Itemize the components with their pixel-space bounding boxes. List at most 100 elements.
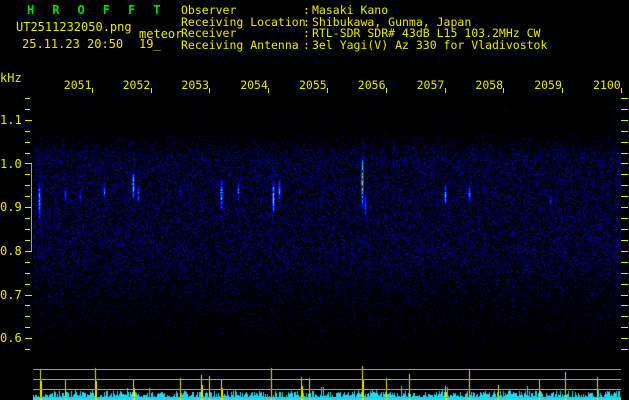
y-axis-minor-tick: [25, 185, 30, 186]
x-axis-tick-mark: [385, 88, 387, 93]
x-axis-tick-label: 2100: [593, 78, 621, 92]
y-axis-tick-mark: [25, 163, 32, 164]
page-title: H R O F F T: [27, 3, 166, 17]
y-axis-right-tick: [621, 185, 628, 186]
metadata-colon: :: [303, 37, 310, 52]
y-axis-minor-tick: [25, 273, 30, 274]
metadata-value: Shibukawa, Gunma, Japan: [312, 14, 472, 29]
y-axis-right-tick: [621, 273, 628, 274]
y-axis-right-tick: [621, 153, 628, 154]
x-axis-tick-mark: [621, 88, 622, 93]
y-axis-tick-label: 0.8: [0, 243, 22, 258]
metadata-row-location: Receiving Location : Shibukawa, Gunma, J…: [181, 14, 547, 29]
x-axis-tick-mark: [327, 88, 328, 93]
y-axis-right-tick: [621, 218, 628, 219]
strip-gridline: [33, 389, 621, 390]
y-axis-minor-tick: [25, 349, 30, 350]
x-axis-tick-mark: [268, 88, 270, 93]
y-axis-minor-tick: [25, 142, 30, 143]
strip-gridline: [33, 369, 621, 370]
x-axis-tick-mark: [562, 88, 564, 93]
metadata-value: RTL-SDR SDR# 43dB L15 103.2MHz CW: [312, 26, 541, 41]
y-axis-right-tick: [621, 338, 628, 339]
metadata-key: Receiving Location: [181, 14, 306, 29]
y-axis-right-tick: [621, 131, 628, 132]
y-axis-tick-mark: [25, 295, 32, 296]
y-axis-minor-tick: [25, 262, 30, 263]
y-axis-tick-mark: [25, 338, 32, 339]
y-axis-minor-tick: [25, 305, 30, 306]
x-axis-tick-mark: [209, 88, 211, 93]
x-axis-tick-mark: [91, 88, 93, 93]
y-axis-right-tick: [621, 207, 628, 208]
y-axis-right-tick: [621, 98, 628, 99]
y-axis-tick-label: 0.6: [0, 331, 22, 346]
y-axis-minor-tick: [25, 153, 30, 154]
y-axis-minor-tick: [25, 174, 30, 175]
y-axis-right-tick: [621, 229, 628, 230]
metadata-key: Receiving Antenna: [181, 37, 299, 52]
y-axis-right-tick: [621, 284, 628, 285]
y-axis-right-tick: [621, 327, 628, 328]
y-axis-minor-tick: [25, 131, 30, 132]
y-axis-right-tick: [621, 142, 628, 143]
metadata-row-receiver: Receiver : RTL-SDR SDR# 43dB L15 103.2MH…: [181, 28, 547, 40]
metadata-colon: :: [303, 14, 310, 29]
datetime-label: 25.11.23 20:50: [22, 37, 124, 51]
y-axis-minor-tick: [25, 109, 30, 110]
x-axis-tick-label: 2058: [475, 78, 504, 92]
y-axis-right-tick: [621, 316, 628, 317]
y-axis-right-tick: [621, 163, 628, 164]
y-axis-tick-label: 0.7: [0, 287, 22, 302]
y-axis-tick-label: 0.9: [0, 200, 22, 215]
y-axis-right-tick: [621, 109, 628, 110]
y-axis-right-tick: [621, 240, 628, 241]
y-axis-minor-tick: [25, 240, 30, 241]
x-axis-tick-mark: [444, 88, 446, 93]
x-axis-tick-mark: [150, 88, 152, 93]
metadata-key: Observer: [181, 3, 237, 17]
y-axis-minor-tick: [25, 98, 30, 99]
x-axis-tick-label: 2054: [240, 78, 268, 92]
metadata-row-antenna: Receiving Antenna : 3el Yagi(V) Az 330 f…: [181, 37, 548, 52]
metadata-value: 3el Yagi(V) Az 330 for Vladivostok: [312, 37, 548, 52]
y-axis-minor-tick: [25, 327, 30, 328]
y-axis-minor-tick: [25, 218, 30, 219]
metadata-value: Masaki Kano: [312, 3, 389, 17]
spectrogram-panel[interactable]: [33, 98, 621, 360]
power-strip-panel[interactable]: [33, 362, 621, 400]
mode-label: meteor: [139, 27, 183, 41]
y-axis-tick-label: 1.1: [0, 112, 22, 127]
x-axis-tick-label: 2056: [357, 78, 386, 92]
y-axis-right-tick: [621, 196, 628, 197]
metadata-row-observer: Observer : Masaki Kano: [181, 3, 547, 17]
strip-gridline: [33, 397, 621, 398]
metadata-colon: :: [303, 26, 310, 41]
x-axis-tick-label: 2052: [122, 78, 151, 92]
x-axis-tick-mark: [503, 88, 505, 93]
metadata-block: Observer : Masaki Kano Receiving Locatio…: [181, 3, 548, 52]
filename-label: UT2511232050.png: [16, 20, 132, 34]
y-axis-right-tick: [621, 120, 628, 121]
y-axis-right-tick: [621, 262, 628, 263]
metadata-key: Receiver: [181, 26, 237, 41]
y-axis-right-tick: [621, 305, 628, 306]
y-axis-minor-tick: [25, 196, 30, 197]
metadata-colon: :: [303, 3, 310, 17]
power-strip-canvas[interactable]: [33, 362, 621, 400]
y-axis-right-tick: [621, 251, 628, 252]
x-axis-tick-label: 2051: [63, 78, 92, 92]
spectrogram-canvas[interactable]: [33, 98, 621, 360]
y-axis-tick-mark: [25, 120, 32, 121]
y-axis-minor-tick: [25, 229, 30, 230]
y-axis-unit-label: kHz: [0, 71, 22, 85]
x-axis-tick-label: 2057: [416, 78, 445, 92]
y-axis-tick-mark: [25, 207, 32, 208]
y-axis-line: [31, 163, 32, 251]
x-axis-tick-label: 2055: [299, 78, 327, 92]
y-axis-right-tick: [621, 295, 628, 296]
event-count-label: 19_: [139, 37, 161, 51]
x-axis-tick-label: 2059: [534, 78, 562, 92]
y-axis-tick-mark: [25, 251, 32, 252]
